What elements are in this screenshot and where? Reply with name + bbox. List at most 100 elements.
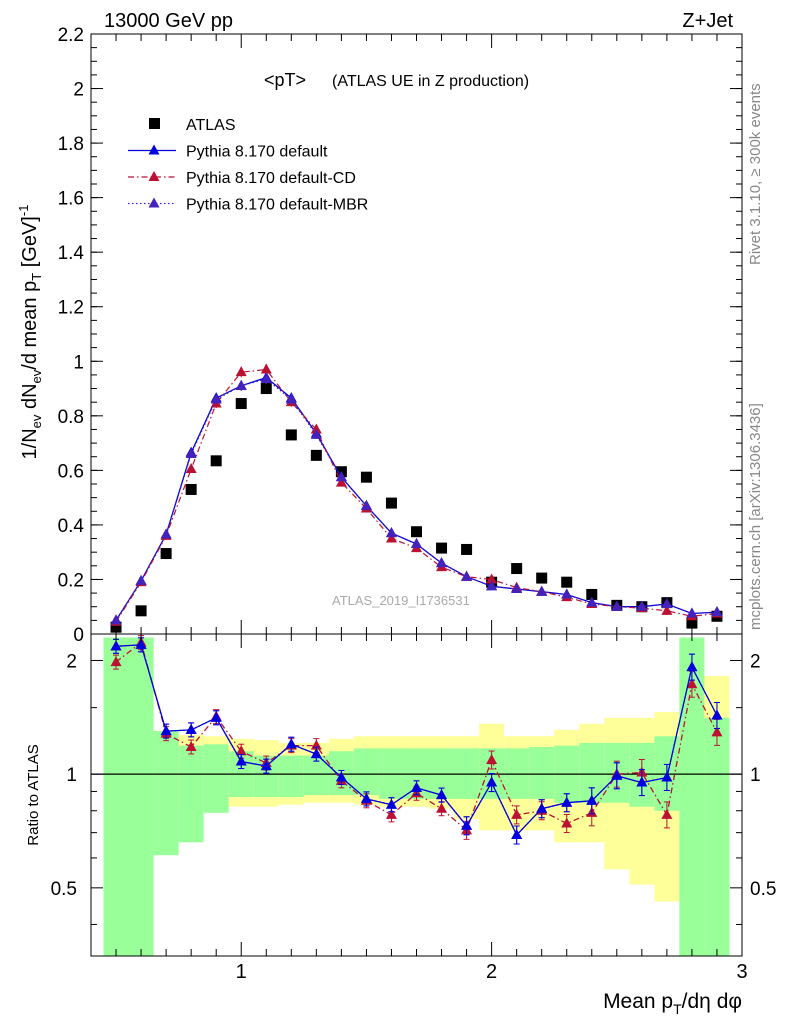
series-marker — [561, 588, 573, 599]
series-marker — [486, 580, 498, 591]
series-marker — [135, 574, 147, 585]
legend-entry: Pythia 8.170 default-CD — [128, 170, 356, 187]
ratio-y-axis-label: Ratio to ATLAS — [25, 744, 42, 845]
y-tick-label: 2 — [73, 80, 84, 101]
ratio-marker — [461, 819, 473, 830]
y-tick-label: 0.6 — [58, 461, 84, 482]
ratio-marker — [686, 661, 698, 672]
main-title-primary: <pT> — [264, 70, 306, 90]
ratio-marker — [561, 796, 573, 807]
ratio-marker — [486, 754, 498, 765]
ratio-marker — [160, 725, 172, 736]
series-line — [115, 368, 718, 623]
series-marker — [235, 379, 247, 390]
series-marker — [385, 527, 397, 538]
y-tick-label: 0.4 — [58, 516, 85, 537]
series-line — [115, 376, 718, 621]
series-marker — [536, 585, 548, 596]
data-point — [536, 572, 548, 584]
uncertainty-band-inner — [353, 748, 379, 796]
series-marker — [511, 583, 523, 593]
y-tick-label: 1.4 — [58, 243, 85, 264]
y-tick-label: 1.8 — [58, 134, 84, 155]
series-pythia-8-170-default-cd — [110, 363, 723, 626]
series-line — [115, 378, 718, 621]
data-point — [360, 471, 372, 483]
uncertainty-band-inner — [178, 745, 204, 843]
legend-entry: Pythia 8.170 default-MBR — [128, 197, 368, 214]
x-tick-label: 1 — [236, 961, 247, 983]
data-point — [235, 398, 247, 410]
ratio-y-tick-label-right: 0.5 — [750, 879, 776, 900]
ratio-marker — [711, 709, 723, 720]
series-marker — [661, 598, 673, 608]
series-marker — [335, 476, 347, 487]
y-tick-label: 0 — [73, 625, 84, 646]
ratio-marker — [385, 808, 397, 819]
analysis-watermark: ATLAS_2019_I1736531 — [332, 593, 470, 608]
ratio-marker — [711, 726, 723, 737]
ratio-marker — [436, 789, 448, 800]
ratio-marker — [511, 829, 523, 840]
series-marker — [385, 532, 397, 543]
ratio-y-tick-label: 1 — [66, 765, 77, 786]
ratio-y-tick-label-right: 2 — [750, 651, 761, 672]
uncertainty-band-inner — [103, 637, 129, 956]
ratio-marker — [235, 755, 247, 766]
series-pythia-8-170-default-mbr — [110, 373, 723, 625]
uncertainty-band-inner — [278, 755, 304, 797]
uncertainty-band-inner — [529, 746, 555, 799]
data-point — [511, 563, 523, 575]
series-marker — [260, 373, 272, 383]
y-tick-label: 0.2 — [58, 570, 84, 591]
series-marker — [411, 538, 422, 548]
series-marker — [210, 393, 222, 404]
series-marker — [711, 606, 723, 617]
ratio-series-pythia-8-170-default — [110, 637, 723, 845]
svg-text:Mean pT/dη dφ: Mean pT/dη dφ — [603, 990, 742, 1017]
legend-marker — [149, 118, 160, 129]
data-point — [436, 542, 448, 554]
data-point — [135, 605, 147, 617]
data-point — [385, 497, 397, 509]
rivet-label: Rivet 3.1.10, ≥ 300k events — [747, 83, 764, 265]
main-title-secondary: (ATLAS UE in Z production) — [332, 73, 529, 90]
x-tick-label: 3 — [736, 961, 747, 983]
series-marker — [636, 600, 648, 611]
ratio-marker — [661, 808, 673, 819]
legend-label: Pythia 8.170 default-CD — [186, 170, 356, 187]
ratio-marker — [135, 638, 147, 649]
series-marker — [285, 393, 297, 404]
ratio-marker — [611, 769, 623, 780]
ratio-marker — [536, 802, 548, 813]
uncertainty-band-inner — [153, 731, 179, 856]
ratio-marker — [335, 771, 347, 782]
x-tick-label: 2 — [486, 961, 497, 983]
series-marker — [310, 428, 322, 439]
y-tick-label: 0.8 — [58, 407, 84, 428]
main-y-axis-label: 1/Nev dNev/d mean pT [GeV]-1 — [16, 205, 44, 460]
uncertainty-band-inner — [128, 637, 154, 956]
data-point — [285, 429, 297, 441]
series-marker — [586, 596, 598, 607]
ratio-marker — [210, 711, 222, 722]
legend-label: ATLAS — [186, 117, 236, 134]
series-marker — [686, 607, 698, 618]
ratio-y-tick-label: 2 — [66, 651, 77, 672]
data-point — [686, 617, 698, 629]
data-point — [310, 449, 322, 461]
main-panel: 0 0.2 0.4 0.6 0.8 1 1.2 1.4 1.6 1.8 2 2.2 <pT> (ATL… — [16, 25, 743, 646]
ratio-y-tick-label: 0.5 — [51, 879, 77, 900]
ratio-marker — [285, 738, 297, 749]
data-point — [586, 588, 598, 600]
series-marker — [335, 471, 347, 482]
ratio-marker — [110, 656, 122, 667]
series-marker — [185, 448, 197, 458]
ratio-marker — [185, 740, 197, 751]
ratio-marker — [310, 748, 322, 759]
svg-text:1/Nev dNev/d mean pT [GeV]-1: 1/Nev dNev/d mean pT [GeV]-1 — [16, 205, 44, 460]
data-point — [160, 548, 172, 560]
ratio-marker — [486, 776, 498, 787]
series-marker — [360, 499, 372, 510]
